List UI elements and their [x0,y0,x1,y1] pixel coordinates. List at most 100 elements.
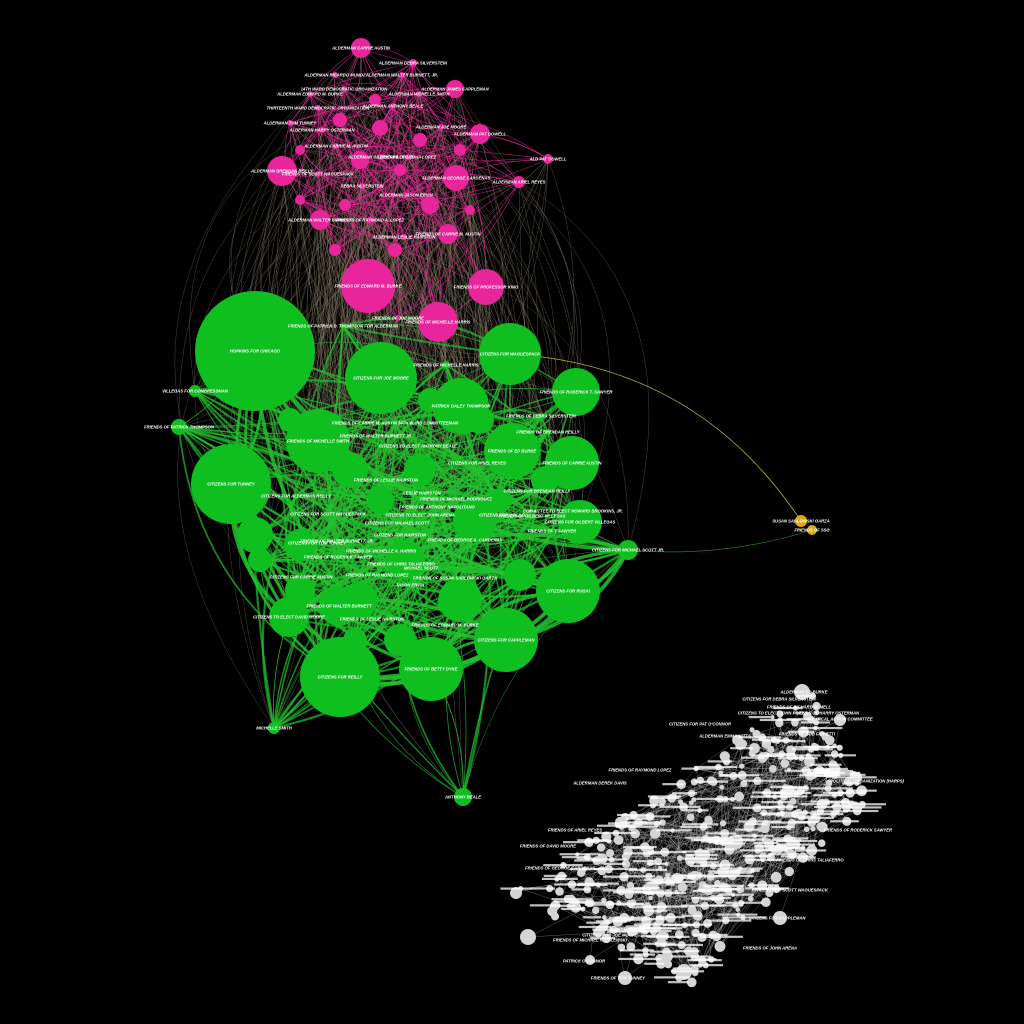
node-label: ALDERMAN HARRY OSTERMAN [289,127,356,132]
green-node [373,433,379,439]
label-clutter [680,904,725,907]
pink-node [395,315,401,321]
green-node [499,512,505,518]
label-clutter [830,820,859,823]
green-node [314,540,320,546]
grey-node [714,940,726,952]
grey-node [790,797,797,805]
node-label: FRIENDS OF JOHN ARENA [743,945,797,950]
grey-node [770,871,782,883]
label-clutter [616,927,655,930]
label-clutter [690,896,731,899]
node-label: FRIENDS OF RODERICK SAWYER [824,827,892,832]
label-clutter [619,949,655,952]
label-clutter [738,736,782,739]
label-clutter [645,918,668,921]
node-label: JASON ERVIN [396,582,425,587]
label-clutter [589,937,616,940]
label-clutter [792,754,821,757]
node-label: CITIZENS TO ELECT ANTHONY BEALE [379,443,457,448]
grey-node [678,799,684,805]
label-clutter [689,864,723,868]
grey-node [773,911,787,925]
node-label: FRIENDS OF SCOTT WAGUESPACK [282,171,355,176]
label-clutter [751,754,793,757]
green-node [538,413,544,419]
label-clutter [810,813,844,816]
label-clutter [569,868,605,871]
label-clutter [701,863,734,866]
grey-node [786,745,796,755]
pink-node [405,154,411,160]
green-node [433,378,489,434]
label-clutter [643,878,683,881]
pink-node [438,124,444,130]
node-label: FRIENDS OF LEONA LOPEZ [380,154,437,159]
grey-node [817,821,828,833]
label-clutter [656,829,692,832]
node-label: FRIENDS OF WALTER BURNETT, JR. [300,538,374,543]
green-node [269,597,309,637]
label-clutter [625,817,653,820]
label-clutter [754,845,786,848]
node-label: SUSAN SADLOWSKI GARZA [772,518,829,523]
label-clutter [771,739,793,742]
label-clutter [718,893,755,896]
label-clutter [685,809,709,812]
label-clutter [578,925,611,929]
grey-node [659,819,666,826]
label-clutter [594,831,637,835]
pink-node [468,269,504,305]
label-clutter [732,806,773,809]
node-label: CITIZENS FOR WALDO [479,512,526,517]
label-clutter [603,918,647,921]
node-label: ALDERMAN ED BURKE [780,689,828,694]
label-clutter [561,856,589,859]
label-clutter [641,934,668,938]
pink-node [329,244,341,256]
grey-node [687,905,697,915]
node-label: FRIENDS OF BRENDAN REILLY [516,429,580,434]
label-clutter [670,923,713,926]
pink-node [390,103,396,109]
label-clutter [813,794,842,797]
label-clutter [685,853,718,857]
label-clutter [617,813,653,817]
green-node [529,513,535,519]
pink-node [332,72,338,78]
label-clutter [848,803,886,806]
grey-node [734,791,745,802]
grey-node [769,764,777,773]
label-clutter [694,765,737,769]
pink-node [333,143,339,149]
label-clutter [691,839,713,842]
grey-node [686,977,697,988]
label-clutter [824,754,856,757]
pink-node [394,164,406,176]
grey-node [784,866,794,877]
node-label: FRIENDS OF EDWARD M. BURKE [335,283,402,288]
label-clutter [771,825,795,829]
node-label: PATRICK DALEY THOMPSON [432,403,492,408]
green-node [340,323,346,329]
node-label: FRIENDS OF CARRIE AUSTIN [542,460,602,465]
label-clutter [624,875,656,878]
node-label: CITIZENS FOR JOE MOORE [582,932,638,937]
label-clutter [842,782,861,785]
node-label: DEBRA SILVERSTEIN [340,183,384,188]
green-node [407,582,413,588]
green-node [369,616,375,622]
label-clutter [681,767,724,770]
green-node [189,385,201,397]
label-clutter [710,904,744,907]
pink-node [513,176,525,188]
green-node [284,529,316,561]
node-label: ALDERMAN JASON ERVIN [378,192,433,197]
node-label: CITIZENS FOR TUNNEY [207,481,256,486]
label-clutter [554,883,598,886]
grey-node [661,950,673,962]
grey-node [780,759,790,768]
label-clutter [687,875,731,878]
label-clutter [559,853,601,856]
label-clutter [685,836,718,839]
